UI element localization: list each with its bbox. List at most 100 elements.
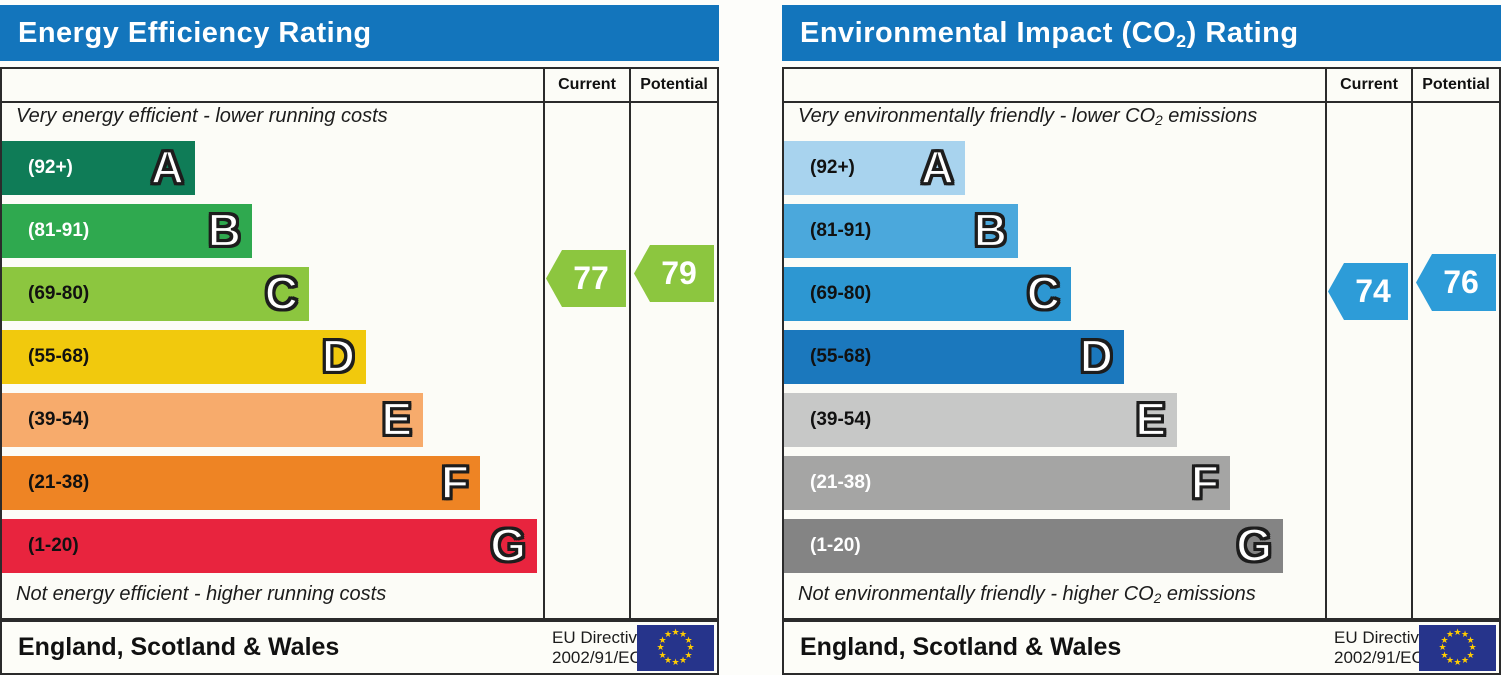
band-g: (1-20) G (2, 518, 537, 573)
eu-star-icon: ★ (671, 657, 680, 667)
band-letter: F (440, 455, 470, 509)
eu-star-icon: ★ (658, 649, 667, 660)
potential-arrow: 79 (634, 245, 714, 302)
band-letter: A (150, 140, 185, 194)
eu-star-icon: ★ (1460, 654, 1470, 665)
chart-footer: England, Scotland & Wales EU Directive 2… (782, 620, 1501, 675)
current-arrow: 74 (1328, 263, 1408, 320)
eu-star-icon: ★ (684, 649, 693, 660)
band-letter: C (264, 266, 299, 320)
potential-column-header: Potential (1422, 76, 1490, 93)
potential-arrow: 76 (1416, 254, 1496, 311)
band-range-label: (69-80) (810, 283, 872, 304)
band-f: (21-38) F (2, 455, 480, 510)
chart-title: Environmental Impact (CO2) Rating (800, 16, 1299, 51)
eu-star-icon: ★ (1453, 627, 1462, 637)
band-range-label: (55-68) (810, 346, 872, 367)
band-range-label: (39-54) (28, 409, 90, 430)
band-g: (1-20) G (784, 518, 1283, 573)
band-b: (81-91) B (2, 203, 252, 258)
band-letter: F (1190, 455, 1220, 509)
band-letter: E (1134, 392, 1167, 446)
current-rating-value: 74 (1355, 273, 1391, 309)
potential-column-header: Potential (640, 76, 708, 93)
band-letter: B (207, 203, 242, 257)
band-e: (39-54) E (784, 392, 1177, 447)
eu-flag: ★ ★ ★ ★ ★ ★ ★ ★ ★ ★ ★ ★ (1419, 625, 1496, 671)
potential-column-divider (629, 69, 631, 618)
current-column-divider (543, 69, 545, 618)
band-c: (69-80) C (784, 266, 1071, 321)
eu-star-icon: ★ (1445, 629, 1455, 639)
band-e: (39-54) E (2, 392, 423, 447)
band-b: (81-91) B (784, 203, 1018, 258)
eu-star-icon: ★ (678, 654, 688, 665)
rating-table: Current Potential Very environmentally f… (782, 67, 1501, 620)
band-range-label: (92+) (28, 157, 73, 178)
region-label: England, Scotland & Wales (800, 633, 1122, 661)
band-a: (92+) A (784, 140, 965, 195)
potential-column-divider (1411, 69, 1413, 618)
eu-star-icon: ★ (658, 634, 667, 645)
energy-efficiency-chart: Energy Efficiency Rating Current Potenti… (0, 0, 719, 675)
band-range-label: (21-38) (28, 472, 90, 493)
current-rating-value: 77 (573, 260, 609, 296)
band-f: (21-38) F (784, 455, 1230, 510)
band-range-label: (81-91) (810, 220, 872, 241)
band-range-label: (81-91) (28, 220, 90, 241)
band-letter: B (973, 203, 1008, 257)
band-letter: D (1079, 329, 1114, 383)
eu-star-icon: ★ (656, 642, 665, 652)
environmental-impact-chart: Environmental Impact (CO2) Rating Curren… (782, 0, 1501, 675)
eu-star-icon: ★ (1460, 629, 1470, 639)
eu-star-icon: ★ (684, 634, 693, 645)
header-divider (2, 101, 717, 103)
chart-title-bar: Energy Efficiency Rating (0, 5, 719, 61)
band-letter: D (321, 329, 356, 383)
top-caption: Very energy efficient - lower running co… (16, 105, 388, 127)
current-arrow: 77 (546, 250, 626, 307)
region-label: England, Scotland & Wales (18, 633, 340, 661)
eu-star-icon: ★ (1468, 642, 1477, 652)
eu-star-icon: ★ (1440, 634, 1449, 645)
band-letter: E (380, 392, 413, 446)
eu-directive-label: EU Directive 2002/91/EC (552, 628, 647, 667)
band-c: (69-80) C (2, 266, 309, 321)
bottom-caption: Not energy efficient - higher running co… (16, 583, 387, 605)
band-letter: A (920, 140, 955, 194)
band-a: (92+) A (2, 140, 195, 195)
current-column-header: Current (558, 76, 616, 93)
eu-star-icon: ★ (663, 629, 673, 639)
eu-star-icon: ★ (1466, 649, 1475, 660)
eu-star-icon: ★ (1453, 657, 1462, 667)
band-d: (55-68) D (2, 329, 366, 384)
band-range-label: (21-38) (810, 472, 872, 493)
header-divider (784, 101, 1499, 103)
bottom-caption: Not environmentally friendly - higher CO… (798, 583, 1256, 607)
band-range-label: (55-68) (28, 346, 90, 367)
band-letter: G (1235, 518, 1273, 572)
top-caption: Very environmentally friendly - lower CO… (798, 105, 1258, 129)
band-range-label: (1-20) (810, 535, 861, 556)
current-column-divider (1325, 69, 1327, 618)
current-column-header: Current (1340, 76, 1398, 93)
band-range-label: (92+) (810, 157, 855, 178)
rating-table: Current Potential Very energy efficient … (0, 67, 719, 620)
potential-rating-value: 79 (661, 255, 697, 291)
chart-footer: England, Scotland & Wales EU Directive 2… (0, 620, 719, 675)
eu-star-icon: ★ (686, 642, 695, 652)
eu-star-icon: ★ (1445, 654, 1455, 665)
potential-rating-value: 76 (1443, 264, 1479, 300)
band-d: (55-68) D (784, 329, 1124, 384)
band-range-label: (39-54) (810, 409, 872, 430)
eu-star-icon: ★ (1466, 634, 1475, 645)
band-range-label: (1-20) (28, 535, 79, 556)
eu-star-icon: ★ (671, 627, 680, 637)
chart-title-bar: Environmental Impact (CO2) Rating (782, 5, 1501, 61)
chart-title: Energy Efficiency Rating (18, 16, 372, 49)
band-range-label: (69-80) (28, 283, 90, 304)
eu-star-icon: ★ (663, 654, 673, 665)
eu-directive-label: EU Directive 2002/91/EC (1334, 628, 1429, 667)
eu-flag: ★ ★ ★ ★ ★ ★ ★ ★ ★ ★ ★ ★ (637, 625, 714, 671)
eu-star-icon: ★ (678, 629, 688, 639)
